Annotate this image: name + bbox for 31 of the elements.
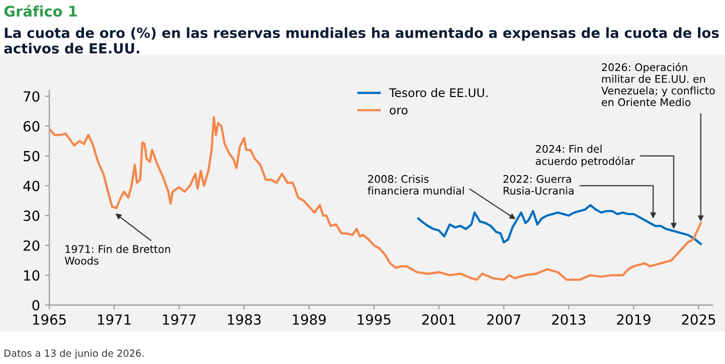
legend-label: Tesoro de EE.UU. <box>389 88 488 98</box>
x-tick-label: 1971 <box>98 314 131 325</box>
x-tick-label: 1983 <box>228 314 261 325</box>
annotation: 2008: Crisis financiera mundial <box>368 174 464 195</box>
x-tick-label: 1977 <box>163 314 196 325</box>
x-tick-label: 2007 <box>487 314 520 325</box>
x-tick-label: 1989 <box>292 314 326 325</box>
x-tick-label: 2025 <box>682 314 716 325</box>
text: Datos a 13 de junio de 2026. <box>4 349 144 359</box>
x-tick-label: 2019 <box>617 314 650 325</box>
x-tick-label: 1965 <box>33 314 66 325</box>
y-tick-label: 20 <box>24 240 40 251</box>
y-tick-label: 0 <box>32 300 40 311</box>
annotation: 1971: Fin de Bretton Woods <box>64 244 170 265</box>
y-tick-label: 50 <box>24 150 40 162</box>
x-tick-label: 1995 <box>358 314 390 325</box>
x-tick-label: 2001 <box>422 314 456 325</box>
chart-title: Gráfico 1 <box>4 4 77 17</box>
y-tick-label: 60 <box>24 121 40 132</box>
x-tick-label: 2013 <box>552 314 586 325</box>
chart-subtitle: La cuota de oro (%) en las reservas mundiales ha aumentado a expensas de la cuota de los activos de EE.UU. <box>4 27 719 54</box>
y-tick-label: 30 <box>24 210 40 222</box>
annotation: 2024: Fin del acuerdo petrodólar <box>536 144 635 168</box>
y-tick-label: 40 <box>23 180 40 192</box>
legend-label: oro <box>390 108 408 114</box>
annotation: 2026: Operación militar de EE.UU. en Venezuela; y conflicto en Oriente Medio <box>601 62 715 106</box>
annotation: 2022: Guerra Rusia-Ucrania <box>503 175 574 195</box>
y-tick-label: 70 <box>24 91 40 102</box>
y-tick-label: 10 <box>24 270 40 281</box>
line-series <box>49 116 702 281</box>
line-series <box>417 204 702 245</box>
